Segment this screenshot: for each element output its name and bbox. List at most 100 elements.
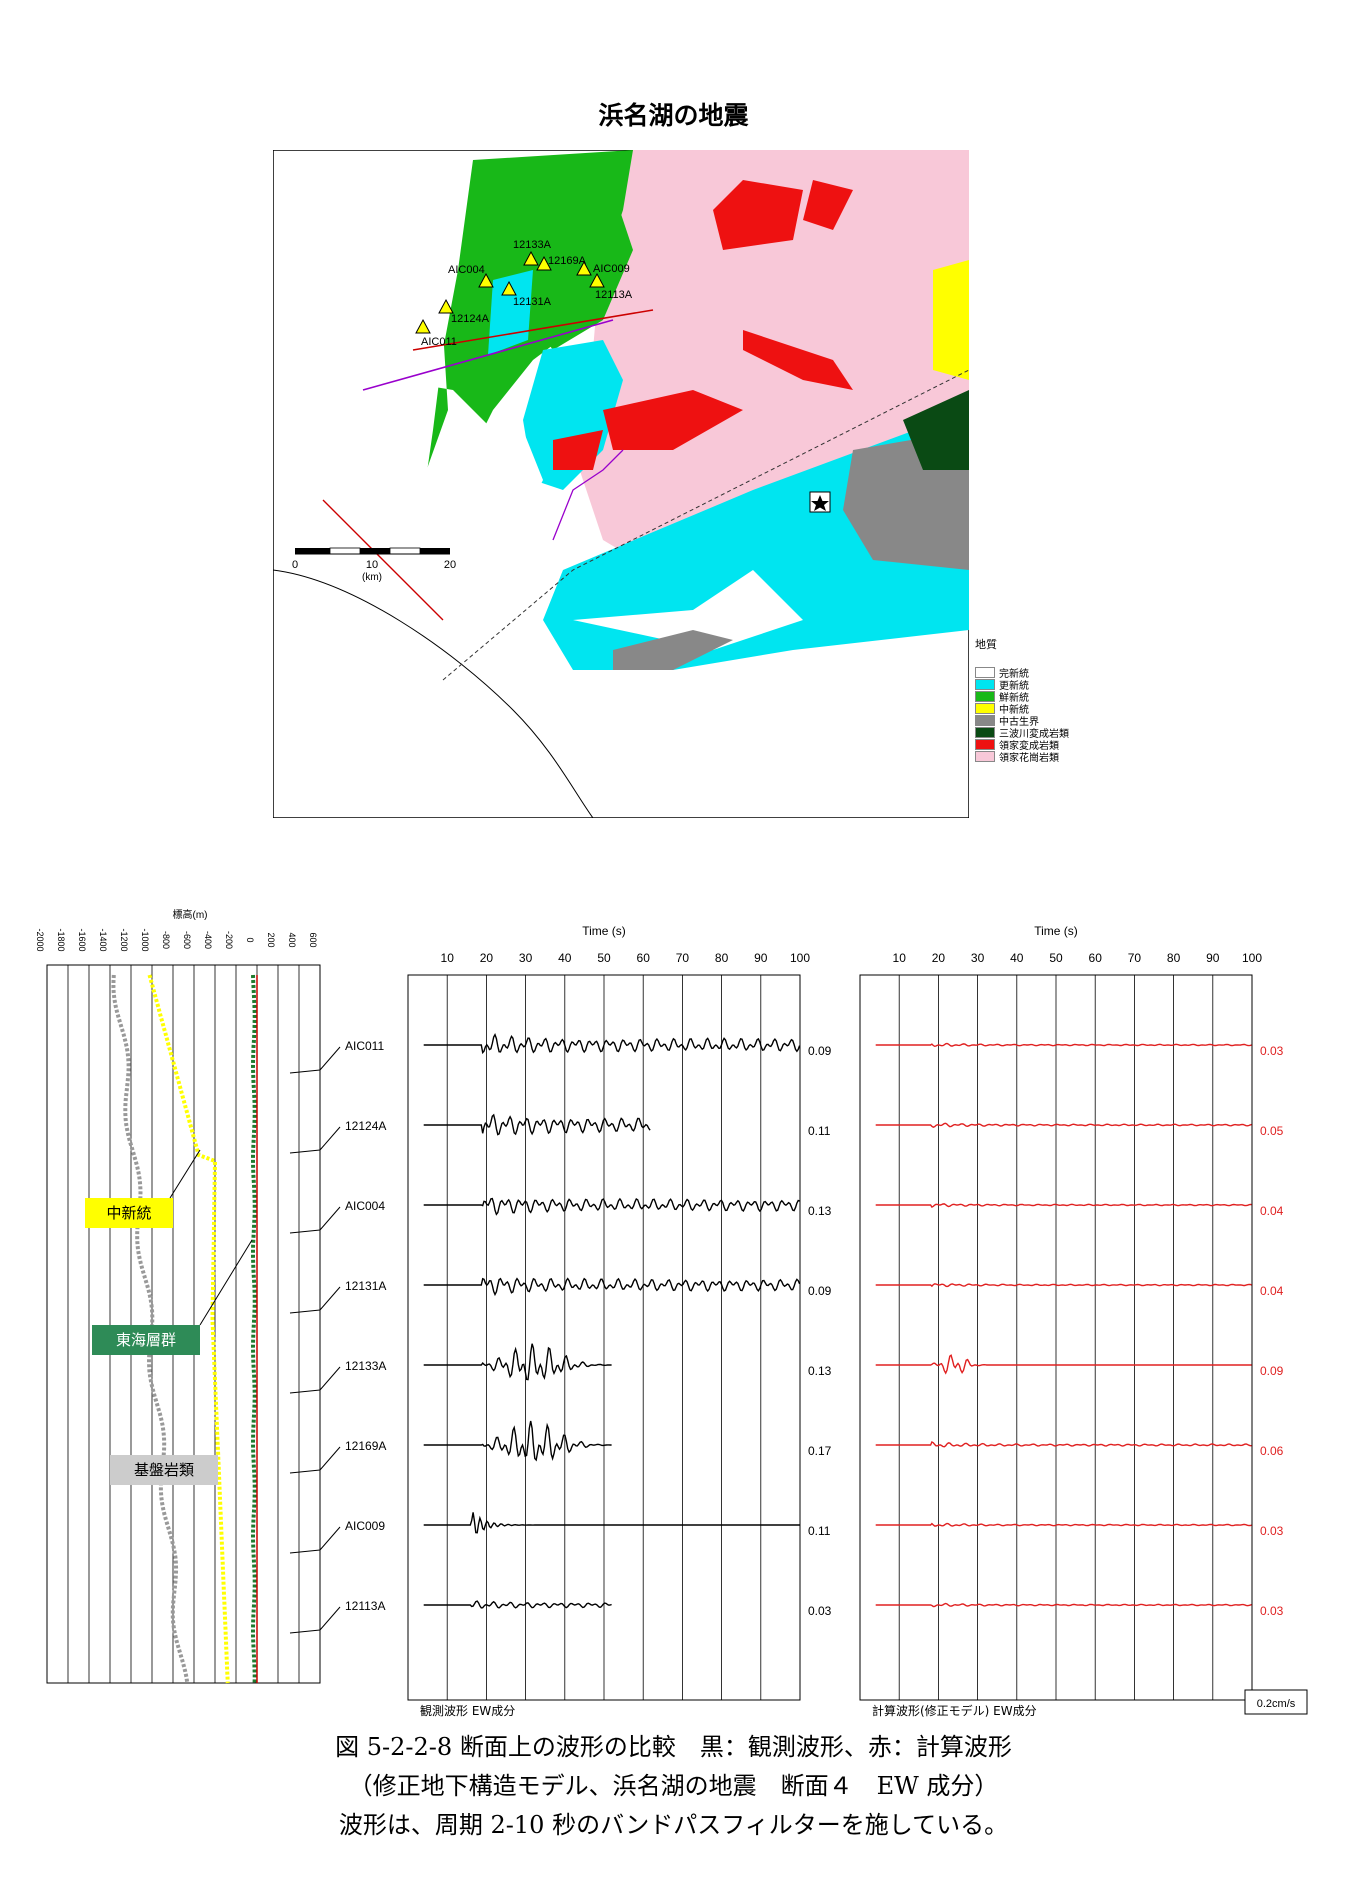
observed-panel-amplitude: 0.11 bbox=[808, 1124, 831, 1138]
legend-label: 領家花崗岩類 bbox=[999, 752, 1059, 764]
map-station-label: 12169A bbox=[548, 255, 587, 267]
computed-panel-tick: 30 bbox=[971, 951, 985, 965]
station-arrow-icon bbox=[289, 1629, 321, 1634]
map-fault-main bbox=[412, 309, 654, 351]
map-river bbox=[552, 449, 624, 541]
map-region-miocene-1 bbox=[933, 260, 969, 380]
station-triangle-icon bbox=[478, 272, 494, 288]
computed-panel-amplitude: 0.04 bbox=[1260, 1204, 1284, 1218]
map-section-line bbox=[362, 319, 614, 391]
map-legend: 地質 完新統 更新統 鮮新統 中新統 中古生界 三波川変成岩類 領家変成岩類 領家花崗岩類 bbox=[975, 636, 1069, 764]
observed-panel-tick: 90 bbox=[754, 951, 768, 965]
profile-label-box bbox=[92, 1325, 200, 1355]
scale-unit: (km) bbox=[362, 572, 382, 583]
observed-panel-tick: 30 bbox=[519, 951, 533, 965]
profile-miocene-curve bbox=[147, 974, 230, 1684]
legend-label: 領家変成岩類 bbox=[999, 740, 1059, 752]
station-leader-line bbox=[319, 1206, 341, 1231]
legend-swatch bbox=[975, 738, 995, 750]
map-station-label: AIC004 bbox=[448, 264, 485, 276]
legend-swatch bbox=[975, 690, 995, 702]
computed-panel-amplitude: 0.03 bbox=[1260, 1044, 1284, 1058]
legend-label: 完新統 bbox=[999, 668, 1029, 680]
observed-panel-amplitude: 0.11 bbox=[808, 1524, 831, 1538]
legend-swatch bbox=[975, 678, 995, 690]
computed-panel-tick: 50 bbox=[1049, 951, 1063, 965]
caption-line-1: 図 5-2-2-8 断面上の波形の比較 黒：観測波形、赤：計算波形 bbox=[335, 1733, 1012, 1761]
station-name: 12133A bbox=[345, 1359, 386, 1373]
observed-panel-trace bbox=[423, 1277, 801, 1297]
scale-bar: 0 10 20 (km) bbox=[292, 547, 456, 583]
legend-label: 三波川変成岩類 bbox=[999, 728, 1069, 740]
station-leader-line bbox=[319, 1126, 341, 1151]
legend-swatch bbox=[975, 750, 995, 762]
caption-line-2: （修正地下構造モデル、浜名湖の地震 断面４ EW 成分） bbox=[348, 1772, 999, 1800]
profile-tick: 0 bbox=[245, 937, 255, 942]
computed-panel-tick: 60 bbox=[1089, 951, 1103, 965]
computed-panel-tick: 70 bbox=[1128, 951, 1142, 965]
map-station-label: AIC011 bbox=[421, 336, 457, 348]
map-station-label: AIC009 bbox=[593, 263, 630, 275]
legend-item: 更新統 bbox=[975, 678, 1069, 692]
station-name: AIC009 bbox=[345, 1519, 385, 1533]
map-trench-line bbox=[442, 369, 969, 681]
profile-ylabel: 標高(m) bbox=[173, 908, 208, 921]
observed-panel-tick: 50 bbox=[597, 951, 611, 965]
profile-tick: -600 bbox=[182, 931, 192, 949]
observed-panel-trace bbox=[423, 1197, 800, 1216]
station-leader-line bbox=[319, 1526, 341, 1551]
caption-line-3: 波形は、周期 2-10 秒のバンドパスフィルターを施している。 bbox=[338, 1811, 1009, 1839]
amplitude-scale-label: 0.2cm/s bbox=[1257, 1698, 1296, 1710]
computed-panel-trace bbox=[875, 1354, 1252, 1375]
legend-label: 鮮新統 bbox=[999, 692, 1029, 704]
legend-title: 地質 bbox=[975, 638, 997, 651]
profile-tokai-curve bbox=[250, 974, 257, 1684]
map-region-sanbagawa bbox=[903, 390, 969, 470]
observed-panel-tick: 70 bbox=[676, 951, 690, 965]
station-name: 12131A bbox=[345, 1279, 386, 1293]
computed-panel-tick: 10 bbox=[893, 951, 907, 965]
observed-panel-trace bbox=[423, 1113, 651, 1136]
station-arrow-icon bbox=[289, 1069, 321, 1074]
computed-panel-trace bbox=[875, 1441, 1252, 1448]
computed-panel-label: 計算波形(修正モデル) EW成分 bbox=[872, 1703, 1037, 1718]
legend-item: 中新統 bbox=[975, 702, 1069, 716]
computed-panel-amplitude: 0.03 bbox=[1260, 1524, 1284, 1538]
observed-panel-time-label: Time (s) bbox=[582, 924, 626, 938]
map-region-ryoke-2 bbox=[803, 180, 853, 230]
map-station-label: 12124A bbox=[451, 313, 490, 325]
profile-tick: -800 bbox=[161, 931, 171, 949]
observed-panel-frame bbox=[407, 974, 801, 1701]
station-arrow-icon bbox=[289, 1309, 321, 1314]
legend-item: 領家花崗岩類 bbox=[975, 750, 1069, 764]
legend-label: 更新統 bbox=[999, 680, 1029, 692]
computed-panel-trace bbox=[875, 1283, 1252, 1288]
profile-label: 基盤岩類 bbox=[134, 1461, 194, 1479]
profile-label-box bbox=[85, 1198, 173, 1228]
scale-tick-10: 10 bbox=[366, 559, 378, 571]
observed-panel-amplitude: 0.09 bbox=[808, 1044, 832, 1058]
observed-panel-trace bbox=[423, 1512, 800, 1534]
legend-item: 領家変成岩類 bbox=[975, 738, 1069, 752]
legend-item: 鮮新統 bbox=[975, 690, 1069, 704]
observed-panel-amplitude: 0.13 bbox=[808, 1364, 832, 1378]
station-name: 12124A bbox=[345, 1119, 386, 1133]
observed-panel-label: 観測波形 EW成分 bbox=[420, 1704, 515, 1718]
geology-map: AIC011 12124A AIC004 12131A 12133A 12169A AIC0… bbox=[273, 150, 969, 818]
scale-tick-20: 20 bbox=[444, 559, 456, 571]
station-triangle-icon bbox=[589, 272, 605, 288]
computed-panel-amplitude: 0.04 bbox=[1260, 1284, 1284, 1298]
profile-tick: -1200 bbox=[119, 928, 129, 951]
station-triangle-icon bbox=[501, 280, 517, 296]
computed-panel-time-label: Time (s) bbox=[1034, 924, 1078, 938]
observed-panel-tick: 40 bbox=[558, 951, 572, 965]
computed-panel-tick: 20 bbox=[932, 951, 946, 965]
computed-panel-trace bbox=[875, 1522, 1252, 1527]
scale-tick-0: 0 bbox=[292, 559, 298, 571]
station-name: AIC011 bbox=[345, 1039, 384, 1053]
station-triangle-icon bbox=[438, 298, 454, 314]
legend-swatch bbox=[975, 702, 995, 714]
observed-panel-trace bbox=[423, 1600, 612, 1609]
map-fault-2 bbox=[322, 499, 444, 621]
profile-label: 中新統 bbox=[106, 1204, 151, 1222]
